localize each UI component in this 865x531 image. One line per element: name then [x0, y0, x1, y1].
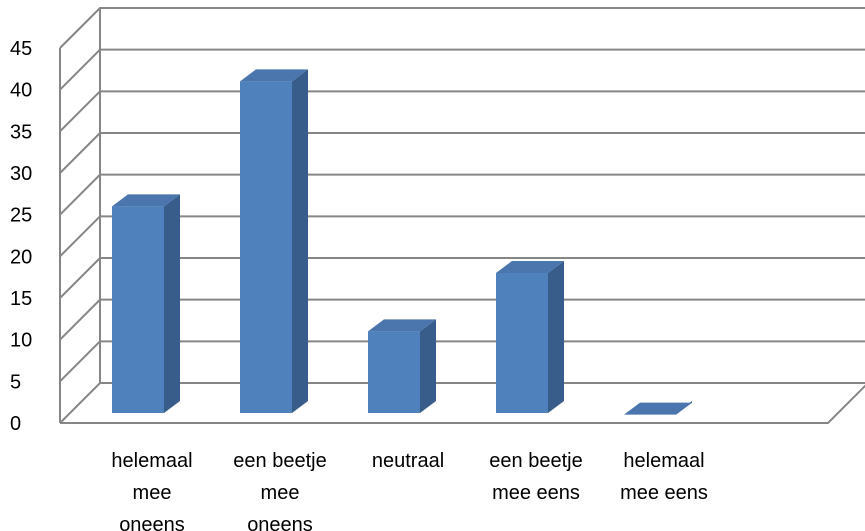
y-tick-label: 10 [10, 330, 32, 352]
bar-side [292, 69, 308, 413]
x-category-label-line: helemaal [111, 450, 192, 472]
y-tick-label: 5 [10, 371, 21, 393]
bar-front [368, 331, 420, 413]
bar-side [548, 261, 564, 413]
x-category-label: een beetje mee eens [489, 450, 582, 504]
y-tick-label: 0 [10, 413, 21, 435]
y-axis-ticks: 0 5 10 15 20 25 30 35 40 45 [10, 38, 32, 435]
gridline [59, 132, 865, 174]
bar [368, 319, 436, 413]
bar-top [368, 319, 436, 332]
bar-front [240, 81, 292, 413]
bar-side [420, 319, 436, 413]
x-category-label-line: neutraal [372, 450, 444, 472]
bar-top [112, 194, 180, 207]
gridline [59, 7, 865, 49]
gridline [59, 90, 865, 133]
y-tick-label: 35 [10, 121, 32, 143]
bar-top [240, 69, 308, 82]
x-category-label-line: mee [133, 482, 172, 504]
gridline [59, 340, 865, 383]
gridline [59, 215, 865, 258]
gridlines [59, 7, 865, 424]
x-category-label-line: mee [261, 482, 300, 504]
bar [624, 401, 692, 415]
floor-edge [60, 384, 865, 424]
x-category-label: neutraal [372, 450, 444, 472]
y-tick-label: 30 [10, 163, 32, 185]
bar-front [112, 206, 164, 413]
bar [496, 261, 564, 413]
bar-top [624, 402, 692, 415]
x-category-label: helemaal mee eens [620, 450, 708, 504]
x-category-label: helemaal mee oneens [111, 450, 192, 531]
x-category-label: een beetje mee oneens [233, 450, 326, 531]
x-category-label-line: oneens [247, 514, 313, 531]
x-axis-categories: helemaal mee oneens een beetje mee oneens neut… [111, 450, 708, 531]
x-category-label-line: een beetje [233, 450, 326, 472]
x-category-label-line: mee eens [492, 482, 580, 504]
gridline [59, 48, 865, 91]
gridline [59, 173, 865, 216]
gridline [59, 382, 865, 424]
y-tick-label: 45 [10, 38, 32, 60]
bar [240, 69, 308, 413]
bar-top [496, 261, 564, 273]
bar [112, 194, 180, 413]
x-category-label-line: oneens [119, 514, 185, 531]
gridline [59, 298, 865, 341]
x-category-label-line: mee eens [620, 482, 708, 504]
y-tick-label: 20 [10, 246, 32, 268]
x-category-label-line: helemaal [623, 450, 704, 472]
bar-side [164, 194, 180, 413]
y-tick-label: 40 [10, 80, 32, 102]
x-category-label-line: een beetje [489, 450, 582, 472]
y-tick-label: 25 [10, 205, 32, 227]
bars [112, 69, 692, 415]
gridline [59, 257, 865, 299]
y-tick-label: 15 [10, 288, 32, 310]
bar-front [496, 273, 548, 413]
